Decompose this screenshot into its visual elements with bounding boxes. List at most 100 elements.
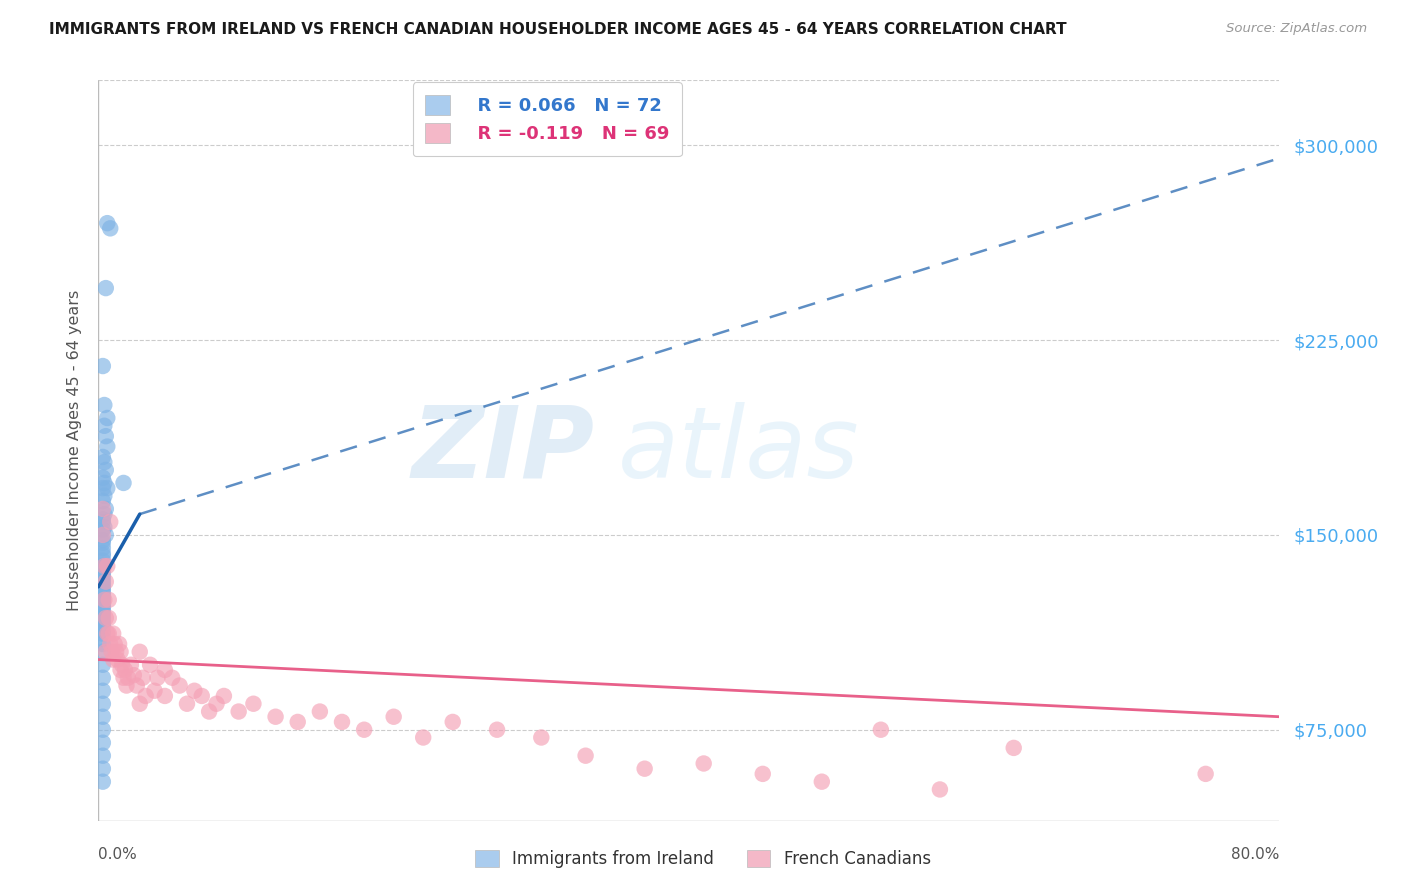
Point	[91, 592, 114, 607]
Point	[91, 611, 114, 625]
Point	[91, 774, 114, 789]
Point	[91, 598, 114, 612]
Point	[91, 657, 114, 672]
Point	[242, 697, 264, 711]
Point	[810, 774, 832, 789]
Point	[91, 359, 114, 373]
Point	[93, 455, 115, 469]
Point	[91, 566, 114, 581]
Point	[198, 705, 221, 719]
Point	[93, 398, 115, 412]
Point	[94, 463, 117, 477]
Point	[91, 592, 114, 607]
Point	[104, 637, 127, 651]
Point	[91, 523, 114, 537]
Point	[91, 637, 114, 651]
Point	[112, 671, 135, 685]
Point	[146, 671, 169, 685]
Point	[169, 679, 191, 693]
Point	[91, 574, 114, 589]
Point	[1195, 767, 1218, 781]
Point	[91, 564, 114, 578]
Point	[264, 710, 287, 724]
Point	[100, 645, 122, 659]
Point	[122, 668, 145, 682]
Point	[693, 756, 716, 771]
Point	[91, 585, 114, 599]
Point	[91, 671, 114, 685]
Point	[91, 512, 114, 526]
Point	[91, 549, 114, 563]
Point	[94, 645, 117, 659]
Point	[128, 645, 150, 659]
Point	[191, 689, 214, 703]
Point	[91, 502, 114, 516]
Point	[91, 626, 114, 640]
Text: 80.0%: 80.0%	[1232, 847, 1279, 862]
Point	[91, 710, 114, 724]
Point	[93, 489, 115, 503]
Point	[929, 782, 952, 797]
Point	[115, 679, 138, 693]
Point	[110, 663, 132, 677]
Point	[94, 429, 117, 443]
Point	[870, 723, 893, 737]
Point	[752, 767, 775, 781]
Point	[91, 645, 114, 659]
Point	[91, 697, 114, 711]
Point	[153, 689, 176, 703]
Point	[412, 731, 434, 745]
Text: ZIP: ZIP	[412, 402, 595, 499]
Text: atlas: atlas	[619, 402, 859, 499]
Point	[91, 762, 114, 776]
Point	[91, 528, 114, 542]
Point	[91, 580, 114, 594]
Point	[94, 574, 117, 589]
Point	[176, 697, 198, 711]
Point	[96, 216, 118, 230]
Point	[139, 657, 162, 672]
Point	[94, 611, 117, 625]
Point	[91, 616, 114, 631]
Point	[94, 281, 117, 295]
Point	[112, 475, 135, 490]
Point	[105, 645, 128, 659]
Point	[309, 705, 332, 719]
Point	[96, 559, 118, 574]
Point	[382, 710, 405, 724]
Point	[97, 611, 120, 625]
Text: 0.0%: 0.0%	[98, 847, 138, 862]
Point	[96, 440, 118, 454]
Point	[91, 541, 114, 555]
Point	[132, 671, 155, 685]
Point	[93, 507, 115, 521]
Point	[91, 494, 114, 508]
Point	[96, 411, 118, 425]
Point	[212, 689, 235, 703]
Y-axis label: Householder Income Ages 45 - 64 years: Householder Income Ages 45 - 64 years	[66, 290, 82, 611]
Point	[94, 502, 117, 516]
Point	[94, 528, 117, 542]
Point	[91, 559, 114, 574]
Point	[91, 481, 114, 495]
Point	[530, 731, 553, 745]
Point	[110, 645, 132, 659]
Point	[96, 481, 118, 495]
Point	[153, 663, 176, 677]
Point	[91, 748, 114, 763]
Point	[93, 520, 115, 534]
Point	[162, 671, 183, 685]
Point	[441, 714, 464, 729]
Point	[91, 614, 114, 628]
Point	[135, 689, 157, 703]
Point	[143, 683, 166, 698]
Text: Source: ZipAtlas.com: Source: ZipAtlas.com	[1226, 22, 1367, 36]
Point	[98, 515, 121, 529]
Point	[1002, 740, 1025, 755]
Point	[353, 723, 375, 737]
Point	[91, 603, 114, 617]
Point	[91, 723, 114, 737]
Point	[93, 475, 115, 490]
Point	[91, 471, 114, 485]
Point	[98, 637, 121, 651]
